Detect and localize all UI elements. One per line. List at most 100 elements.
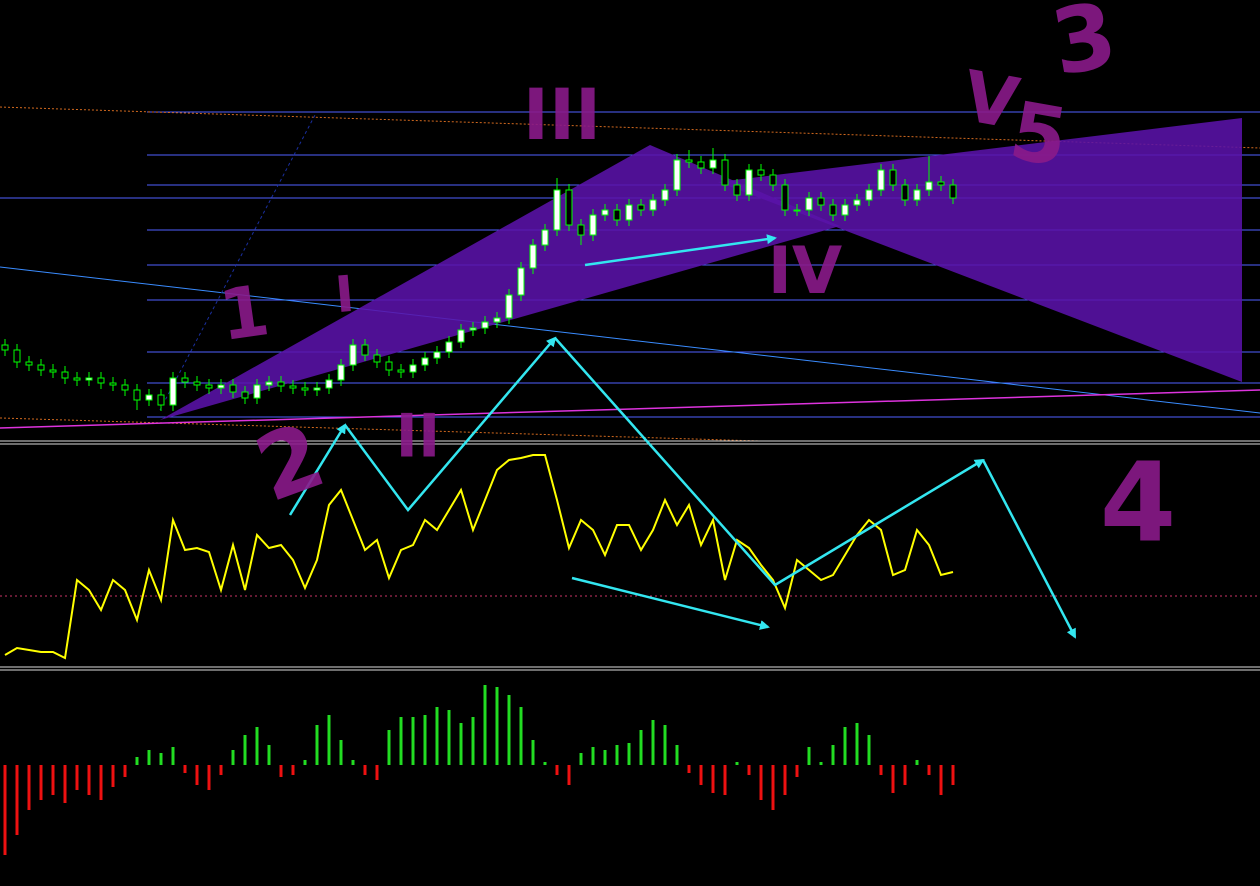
candle-body	[289, 385, 297, 389]
annotation: III	[523, 74, 601, 156]
arrow	[584, 234, 777, 267]
candle-body	[517, 267, 525, 296]
candle-body	[277, 381, 285, 387]
histogram-bar	[783, 765, 787, 795]
candle-body	[817, 197, 825, 206]
histogram-bar	[219, 765, 223, 775]
candle-body	[901, 184, 909, 201]
histogram-bar	[843, 727, 847, 765]
histogram-bar	[903, 765, 907, 785]
candle-body	[889, 169, 897, 186]
candle-body	[169, 377, 177, 406]
histogram-bar	[255, 727, 259, 765]
histogram-bar	[915, 760, 919, 765]
candle-body	[73, 377, 81, 381]
histogram-bar	[435, 707, 439, 765]
histogram-bar	[303, 760, 307, 765]
annotation: IV	[768, 234, 843, 309]
histogram-bar	[591, 747, 595, 765]
candle-body	[109, 382, 117, 386]
histogram-bar	[243, 735, 247, 765]
candle-body	[349, 344, 357, 366]
candle-body	[133, 389, 141, 401]
histogram-bar	[675, 745, 679, 765]
candle-body	[493, 317, 501, 323]
histogram-bar	[15, 765, 19, 835]
candle-body	[781, 184, 789, 211]
triangle-pattern	[160, 145, 840, 420]
candle-body	[85, 377, 93, 381]
candle-body	[265, 381, 273, 386]
histogram-bar	[819, 762, 823, 765]
histogram-bar	[471, 717, 475, 765]
histogram-bar	[567, 765, 571, 785]
histogram-bar	[495, 687, 499, 765]
histogram-bar	[291, 765, 295, 775]
candle-body	[253, 384, 261, 399]
candle-body	[313, 387, 321, 391]
histogram-bar	[795, 765, 799, 777]
candle-body	[805, 197, 813, 211]
candle-body	[49, 369, 57, 373]
candle-body	[25, 361, 33, 366]
candle-body	[757, 169, 765, 176]
histogram-bar	[231, 750, 235, 765]
histogram-bar	[99, 765, 103, 800]
candle-body	[733, 184, 741, 196]
histogram-bar	[627, 743, 631, 765]
histogram-bar	[123, 765, 127, 777]
candle-body	[841, 204, 849, 216]
histogram-bar	[147, 750, 151, 765]
histogram-bar	[735, 762, 739, 765]
histogram-bar	[267, 745, 271, 765]
candle-body	[481, 321, 489, 329]
price-panel	[1, 148, 957, 411]
histogram-bar	[411, 717, 415, 765]
histogram-bar	[87, 765, 91, 795]
histogram-bar	[759, 765, 763, 800]
candle-body	[445, 341, 453, 353]
candle-body	[937, 181, 945, 186]
candle-body	[793, 209, 801, 212]
histogram-bar	[363, 765, 367, 775]
candle-body	[649, 199, 657, 211]
candle-body	[97, 377, 105, 384]
histogram-bar	[159, 753, 163, 765]
histogram-bar	[39, 765, 43, 800]
candle-body	[721, 159, 729, 186]
histogram-bar	[51, 765, 55, 795]
trend-line	[159, 114, 316, 411]
candle-body	[553, 189, 561, 231]
candle-body	[577, 224, 585, 236]
histogram-bar	[531, 740, 535, 765]
candle-body	[769, 174, 777, 186]
histogram-bar	[579, 753, 583, 765]
histogram-bar	[543, 762, 547, 765]
histogram-bar	[327, 715, 331, 765]
candle-body	[925, 181, 933, 191]
histogram-bar	[603, 750, 607, 765]
histogram-bar	[27, 765, 31, 810]
trend-line	[0, 266, 1260, 414]
histogram-bar	[711, 765, 715, 793]
candle-body	[469, 327, 477, 331]
annotation: II	[396, 402, 441, 472]
candle-body	[697, 161, 705, 169]
histogram-bar	[387, 730, 391, 765]
arrows	[288, 234, 1077, 639]
histogram-bar	[315, 725, 319, 765]
candle-body	[949, 184, 957, 199]
histogram-bar	[939, 765, 943, 795]
histogram-bar	[891, 765, 895, 793]
candle-body	[1, 344, 9, 351]
candle-body	[745, 169, 753, 196]
candle-body	[385, 361, 393, 371]
histogram-bar	[507, 695, 511, 765]
histogram-bar	[879, 765, 883, 775]
candle-body	[457, 329, 465, 343]
histogram-bar	[111, 765, 115, 787]
candle-body	[301, 387, 309, 391]
candle-body	[337, 364, 345, 381]
histogram-bar	[171, 747, 175, 765]
